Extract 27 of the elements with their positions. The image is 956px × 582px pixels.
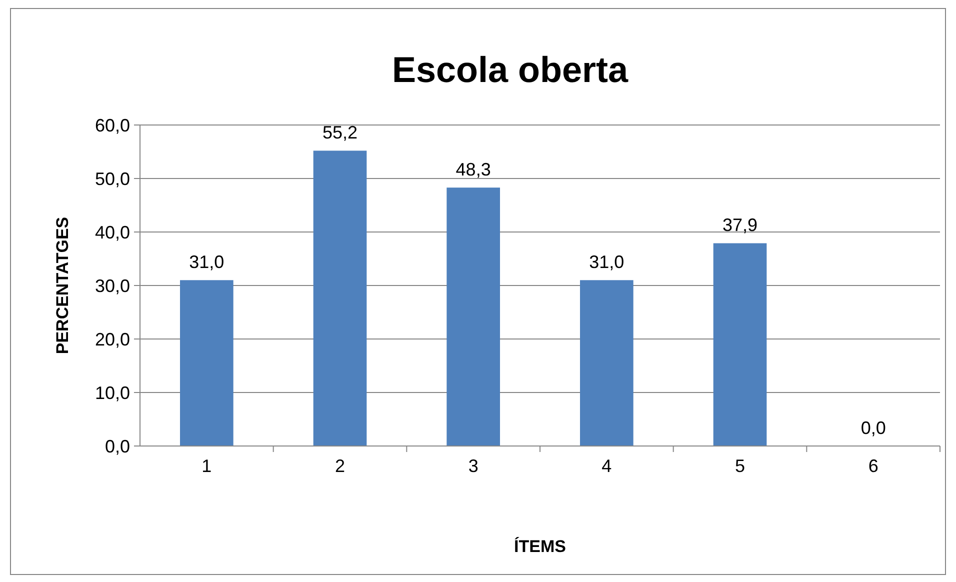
y-tick-label: 60,0 <box>94 115 130 136</box>
data-label: 37,9 <box>722 215 758 236</box>
x-axis-title: ÍTEMS <box>514 536 566 556</box>
bar <box>580 280 634 446</box>
x-tick-label: 3 <box>468 456 478 476</box>
x-tick-label: 1 <box>202 456 212 476</box>
x-tick-label: 5 <box>734 456 746 476</box>
data-label: 31,0 <box>189 252 224 272</box>
data-label: 48,3 <box>456 160 491 180</box>
data-label: 31,0 <box>589 252 624 272</box>
x-tick-label: 2 <box>334 456 346 476</box>
y-tick-label: 20,0 <box>94 329 130 350</box>
y-axis-title: PERCENTATGES <box>53 216 72 354</box>
y-tick-label: 30,0 <box>94 276 130 296</box>
bar <box>446 188 500 446</box>
y-tick-label: 10,0 <box>94 382 130 403</box>
bar <box>313 150 367 446</box>
chart-title: Escola oberta <box>392 49 630 90</box>
y-tick-label: 40,0 <box>94 222 130 242</box>
y-tick-label: 50,0 <box>94 168 130 189</box>
x-tick-label: 6 <box>868 456 878 476</box>
y-tick-label: 0,0 <box>104 436 130 456</box>
data-label: 0,0 <box>860 418 886 438</box>
data-label: 55,2 <box>322 122 358 143</box>
bar <box>180 280 234 446</box>
x-tick-label: 4 <box>602 456 612 476</box>
bar <box>713 243 767 446</box>
